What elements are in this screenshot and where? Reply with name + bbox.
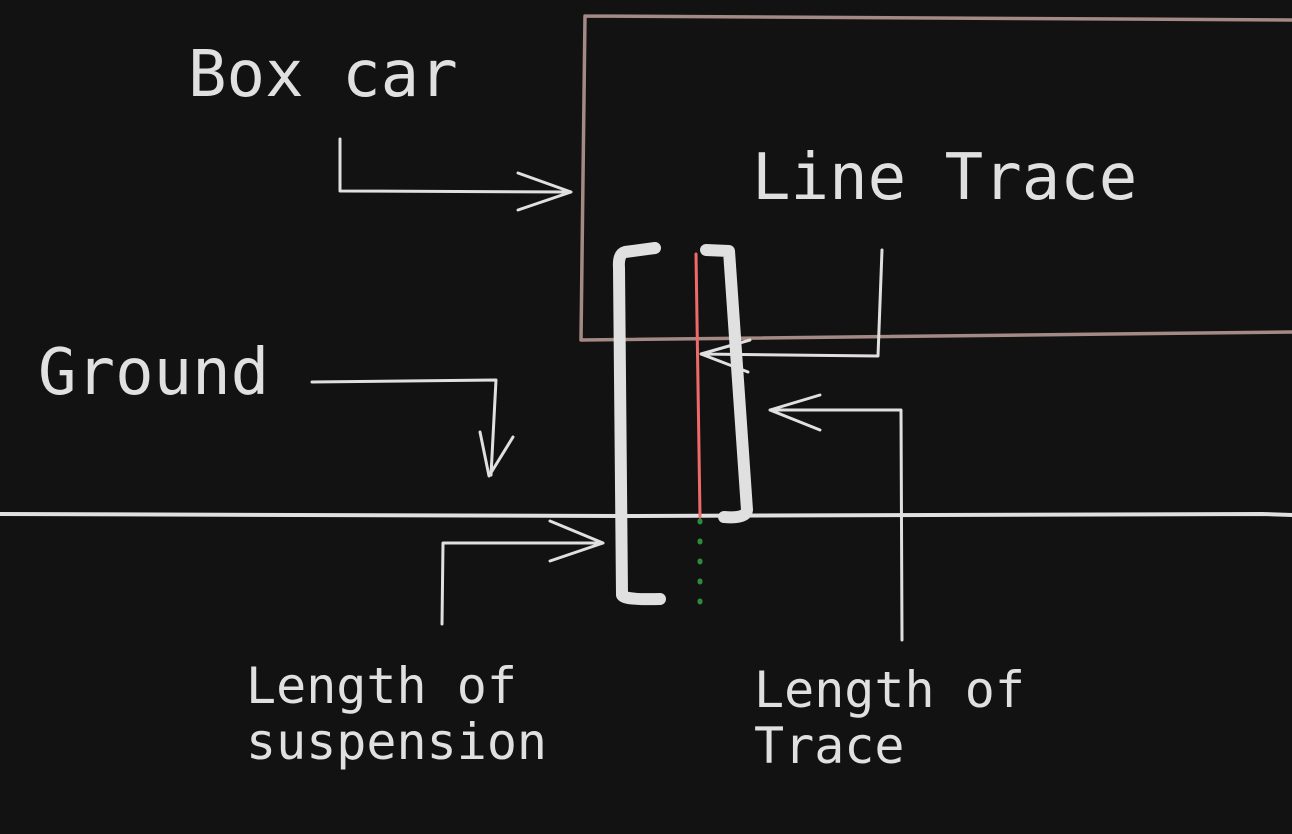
box-car-arrow xyxy=(338,137,573,212)
line-trace-arrow xyxy=(699,248,884,374)
line-trace xyxy=(694,252,702,519)
suspension-bracket xyxy=(612,242,666,606)
box-car-body xyxy=(579,14,1292,342)
trace-bracket xyxy=(700,244,753,524)
line-trace-label: Line Trace xyxy=(752,141,1138,215)
ground-arrow xyxy=(310,378,515,478)
ground-label: Ground xyxy=(38,336,270,410)
suspension-length-label: Length of suspension xyxy=(246,657,548,771)
trace-length-label: Length of Trace xyxy=(754,661,1025,775)
box-car-label: Box car xyxy=(188,38,458,112)
trace-length-arrow xyxy=(768,393,904,642)
suspension-arrow xyxy=(440,519,605,626)
ground-line xyxy=(0,512,1292,518)
